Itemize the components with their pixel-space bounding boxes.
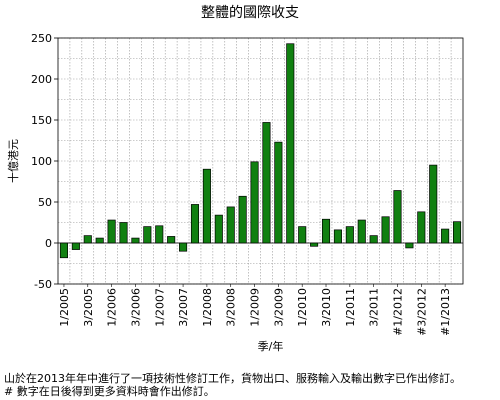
- x-tick-label: 1/2005: [58, 288, 71, 327]
- bar-1-2009: [250, 161, 259, 244]
- bar-3-2011: [369, 235, 378, 244]
- bar-chart: -50 0 50 100 150 200 250 1/2005 3/2005 1/2006 3/2…: [6, 32, 464, 353]
- bar-1-2010: [298, 226, 307, 244]
- footnotes: 山於在2013年年中進行了一項技術性修訂工作，貨物出口、服務輸入及輸出數字已作出…: [4, 372, 496, 398]
- bar-3-2007: [179, 242, 188, 252]
- bar-4-2008: [238, 195, 247, 244]
- bar-2-2010: [310, 242, 319, 247]
- bar-4-2007: [190, 204, 200, 244]
- bar-2-2009: [262, 122, 271, 244]
- bar-3-2010: [321, 218, 331, 244]
- x-tick-label: 3/2008: [225, 288, 238, 327]
- footnote-revision: 山於在2013年年中進行了一項技術性修訂工作，貨物出口、服務輸入及輸出數字已作出…: [4, 372, 461, 385]
- x-tick-label: 3/2011: [368, 288, 381, 327]
- bar-2-2006: [119, 222, 128, 244]
- x-tick-label: 3/2006: [129, 288, 142, 327]
- x-tick-label: 3/2010: [320, 288, 333, 327]
- bar-1-2005: [59, 242, 68, 259]
- x-tick-label: 1/2010: [296, 288, 309, 327]
- x-tick-label: #3/2012: [415, 288, 428, 336]
- x-tick-label: 3/2005: [82, 288, 95, 327]
- bar-2-2007: [167, 236, 176, 244]
- y-axis-label: 十億港元: [6, 139, 20, 183]
- bar--2-2012: [405, 242, 414, 249]
- bar-4-2006: [143, 226, 152, 244]
- x-axis-label: 季/年: [258, 339, 284, 353]
- bar--1-2013: [441, 228, 450, 244]
- bar-1-2008: [202, 168, 211, 244]
- footnote-provisional: # 數字在日後得到更多資料時會作出修訂。: [4, 385, 215, 398]
- chart-title: 整體的國際收支: [201, 5, 299, 21]
- bar-4-2011: [381, 216, 390, 244]
- y-tick-label: 50: [38, 196, 52, 209]
- y-axis-ticks: -50 0 50 100 150 200 250: [31, 32, 58, 291]
- bar-3-2006: [131, 237, 140, 244]
- x-tick-label: #1/2013: [439, 288, 452, 336]
- x-tick-label: 1/2009: [249, 288, 262, 327]
- bar-3-2008: [226, 206, 235, 244]
- bar-1-2007: [155, 225, 164, 244]
- bar--4-2012: [429, 164, 438, 244]
- bar-4-2009: [286, 43, 295, 244]
- bar-3-2005: [83, 235, 92, 244]
- bar-4-2010: [333, 229, 342, 244]
- y-tick-label: 250: [31, 32, 52, 45]
- bar-2-2011: [357, 219, 366, 244]
- bar-4-2005: [95, 237, 104, 244]
- bar-2-2005: [71, 242, 80, 250]
- bar-2-2008: [214, 214, 223, 244]
- grid-lines: [58, 37, 463, 285]
- bar-1-2011: [345, 226, 354, 244]
- y-tick-label: 150: [31, 114, 52, 127]
- x-tick-label: 3/2007: [177, 288, 190, 327]
- y-tick-label: 0: [45, 237, 52, 250]
- x-tick-label: 1/2011: [344, 288, 357, 327]
- bar--1-2012: [393, 190, 402, 244]
- x-tick-label: #1/2012: [391, 288, 404, 336]
- x-tick-label: 1/2006: [106, 288, 119, 327]
- y-tick-label: 200: [31, 73, 52, 86]
- bar-3-2009: [274, 141, 283, 244]
- bar-series: [59, 43, 462, 259]
- bar--3-2012: [417, 211, 426, 244]
- x-tick-label: 1/2007: [153, 288, 166, 327]
- y-tick-label: 100: [31, 155, 52, 168]
- x-tick-label: 3/2009: [272, 288, 285, 327]
- y-tick-label: -50: [34, 278, 52, 291]
- x-tick-label: 1/2008: [201, 288, 214, 327]
- bar-1-2006: [107, 219, 116, 244]
- x-axis-ticks: 1/2005 3/2005 1/2006 3/2006 1/2007 3/2007 1/20…: [58, 284, 452, 336]
- bar--2-2013: [453, 221, 462, 244]
- plot-frame: [57, 37, 464, 285]
